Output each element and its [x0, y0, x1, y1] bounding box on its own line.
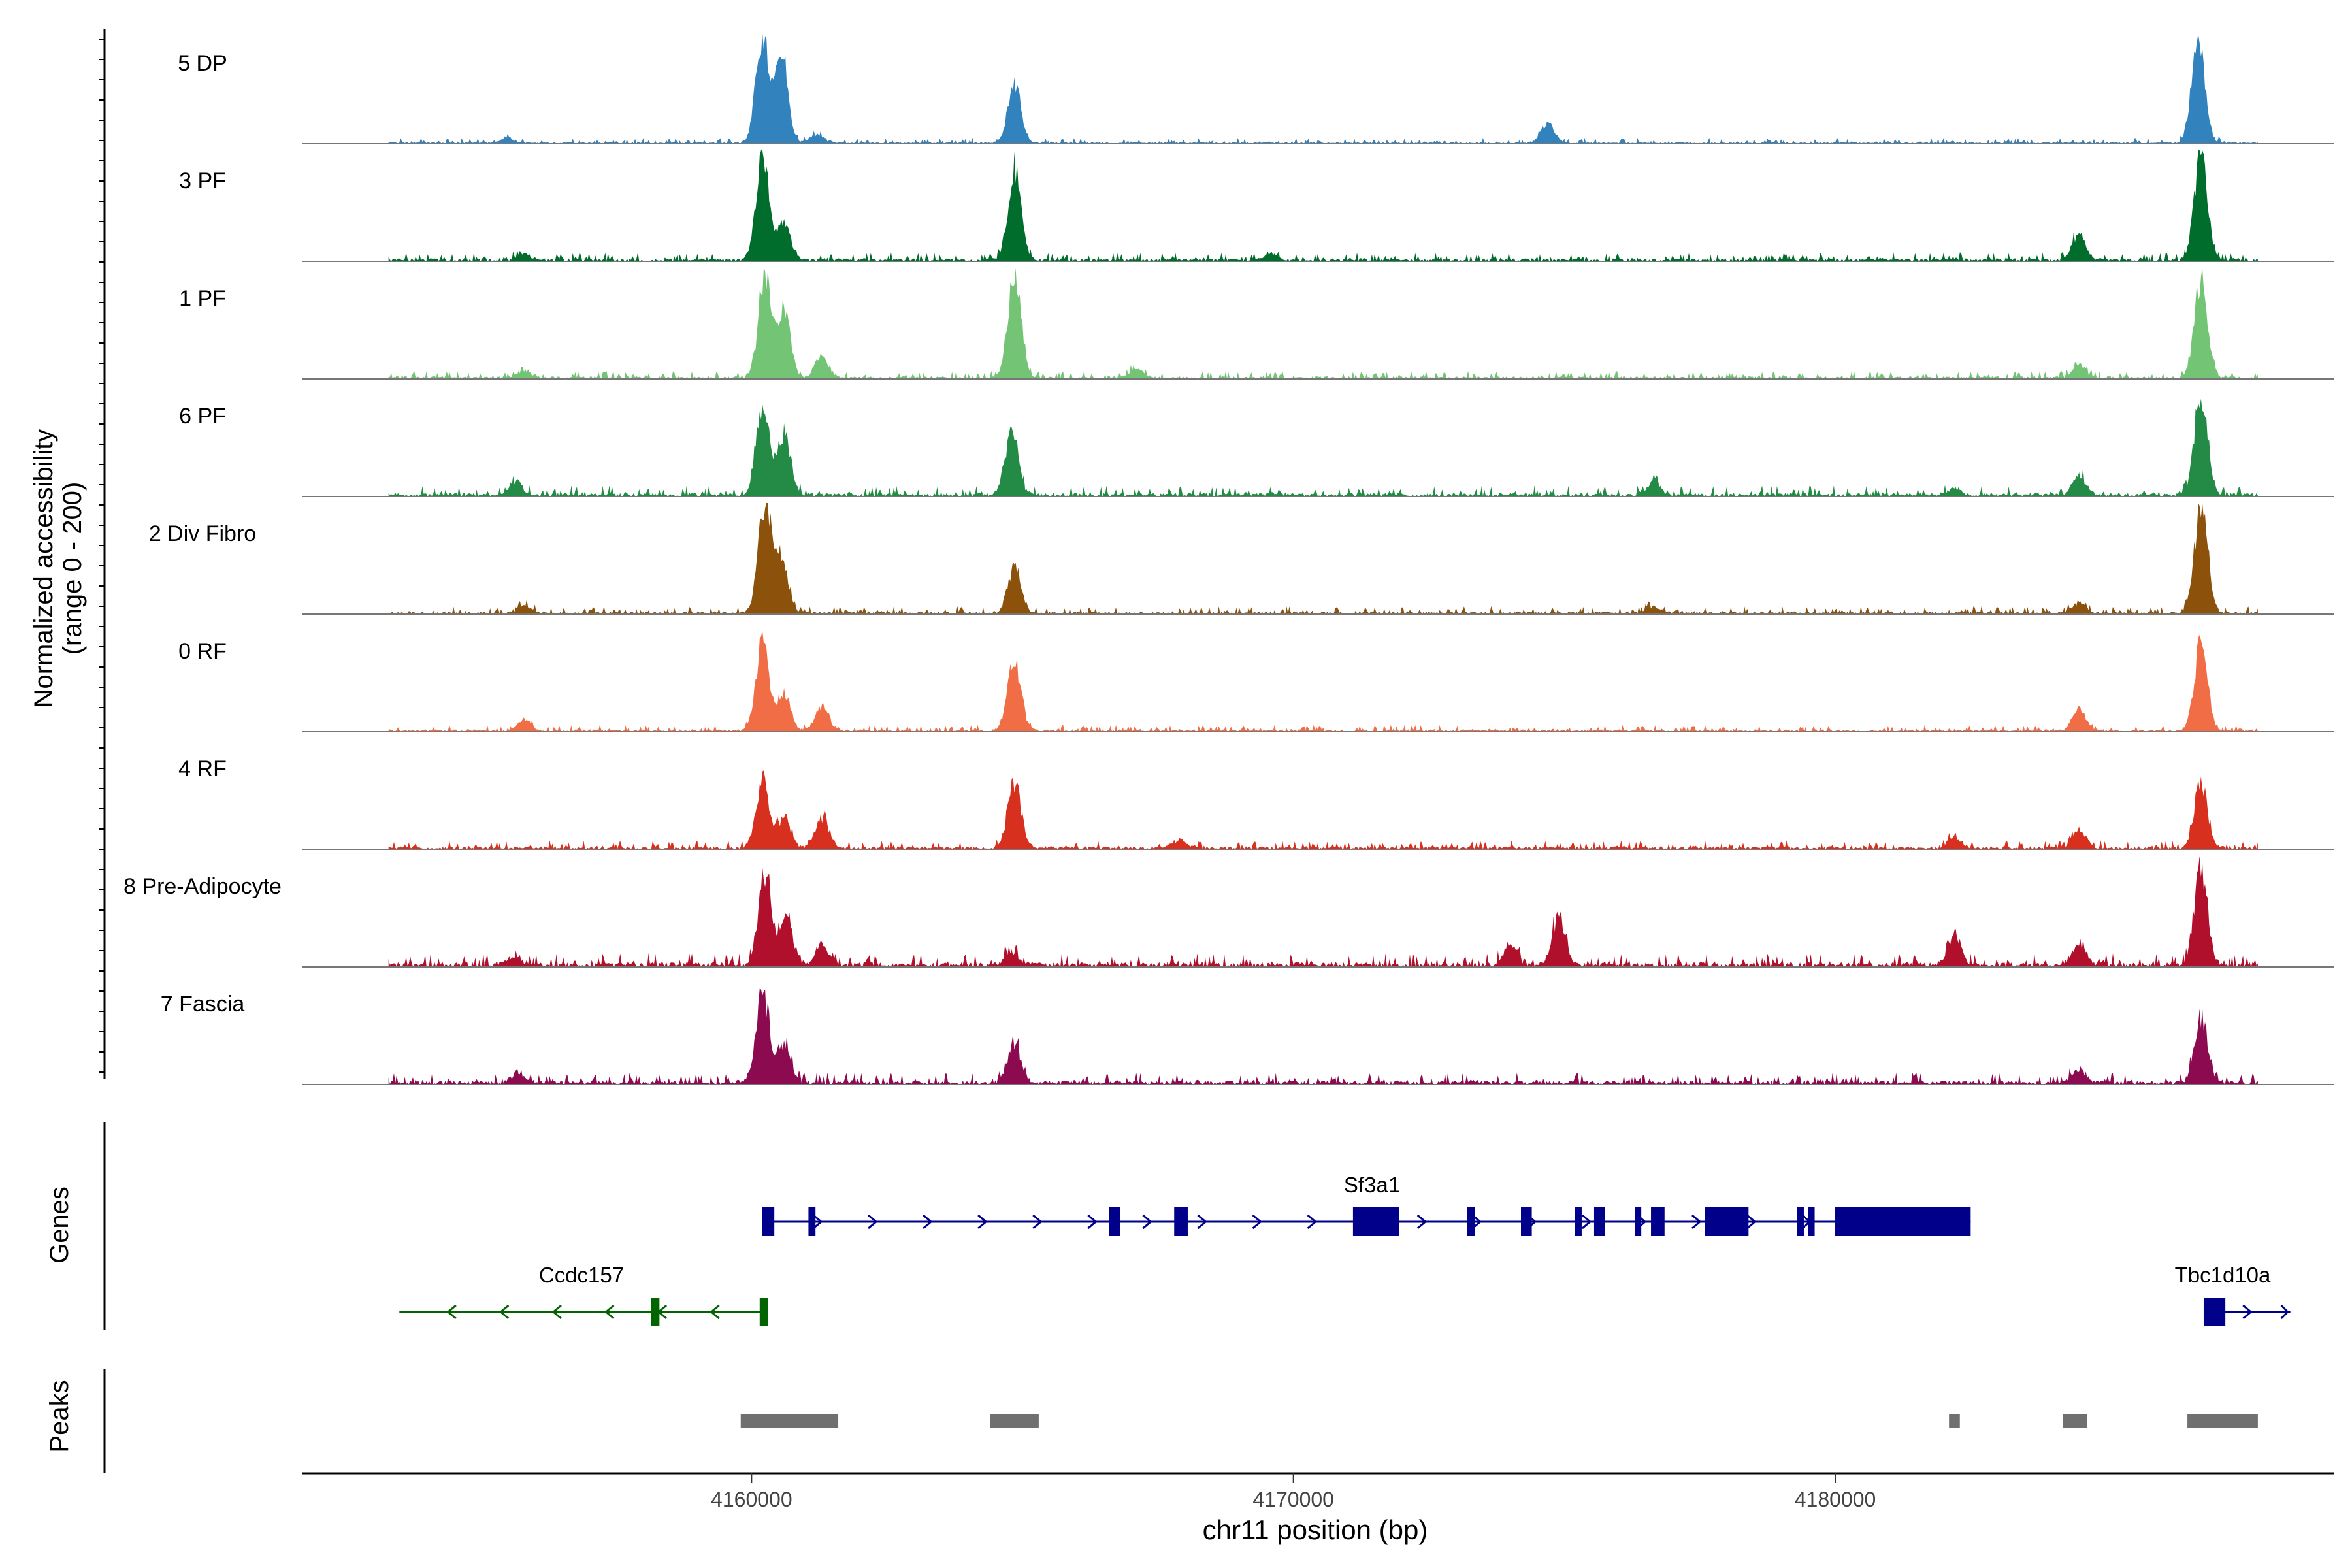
- track-area-5: [388, 630, 2258, 732]
- gene-exon: [808, 1207, 816, 1236]
- track-label: 8 Pre-Adipocyte: [123, 874, 282, 899]
- x-tick-label: 4170000: [1252, 1488, 1334, 1511]
- track-area-6: [388, 770, 2258, 849]
- gene-strand-arrow: [499, 1304, 510, 1320]
- genes-panel-label: Genes: [45, 1186, 74, 1264]
- y-axis-label: Normalized accessibility: [29, 429, 58, 708]
- peak-region: [740, 1414, 839, 1428]
- gene-strand-arrow: [813, 1214, 823, 1230]
- gene-strand-arrow: [977, 1214, 988, 1230]
- axes: Normalized accessibility (range 0 - 200)…: [29, 29, 2334, 1545]
- gene-strand-arrow: [551, 1304, 562, 1320]
- track-area-7: [388, 856, 2258, 967]
- gene-strand-arrow: [2280, 1304, 2289, 1320]
- gene-exon: [1575, 1207, 1582, 1236]
- gene-strand-arrow: [1416, 1214, 1428, 1230]
- track-label: 6 PF: [179, 404, 226, 429]
- track-label: 4 RF: [178, 757, 227, 781]
- track-label: 3 PF: [179, 169, 226, 193]
- track-label: 2 Div Fibro: [149, 521, 256, 546]
- track-area-1: [388, 150, 2258, 261]
- track-area-3: [388, 399, 2258, 497]
- peaks-panel: [740, 1414, 2258, 1428]
- gene-strand-arrow: [1087, 1214, 1098, 1230]
- gene-strand-arrow: [1746, 1214, 1757, 1230]
- gene-exon: [1635, 1207, 1642, 1236]
- gene-label: Tbc1d10a: [2175, 1263, 2271, 1287]
- accessibility-tracks: 5 DP 3 PF 1 PF 6 PF 2 Div Fibro 0 RF 4 RF 8 Pre…: [123, 33, 2334, 1085]
- gene-exon: [759, 1298, 768, 1326]
- x-tick-label: 4180000: [1795, 1488, 1876, 1511]
- gene-strand-arrow: [1307, 1214, 1317, 1230]
- gene-exon: [1109, 1207, 1120, 1236]
- gene-exon: [1521, 1207, 1532, 1236]
- gene-exon: [1835, 1207, 1971, 1236]
- track-label: 0 RF: [178, 639, 227, 664]
- gene-strand-arrow: [1197, 1214, 1207, 1230]
- gene-exon: [1651, 1207, 1665, 1236]
- x-axis-label: chr11 position (bp): [1203, 1514, 1428, 1545]
- gene-exon: [1593, 1207, 1605, 1236]
- gene-annotation-panel: Sf3a1 Ccdc157 Tbc1d10a: [399, 1173, 2291, 1326]
- x-tick-label: 4160000: [711, 1488, 792, 1511]
- peak-region: [2063, 1414, 2087, 1428]
- track-area-8: [388, 988, 2258, 1085]
- track-label: 1 PF: [179, 286, 226, 311]
- gene-strand-arrow: [1471, 1214, 1482, 1230]
- peak-region: [990, 1414, 1039, 1428]
- gene-strand-arrow: [2242, 1304, 2253, 1320]
- gene-label: Ccdc157: [539, 1263, 624, 1287]
- gene-strand-arrow: [1691, 1214, 1702, 1230]
- gene-exon: [1467, 1207, 1475, 1236]
- gene-exon: [762, 1207, 775, 1236]
- gene-strand-arrow: [923, 1214, 933, 1230]
- gene-exon: [1174, 1207, 1188, 1236]
- gene-strand-arrow: [446, 1304, 457, 1320]
- gene-strand-arrow: [1581, 1214, 1592, 1230]
- gene-exon: [1705, 1207, 1749, 1236]
- track-area-0: [388, 33, 2258, 144]
- gene-exon: [1797, 1207, 1804, 1236]
- peak-region: [1949, 1414, 1960, 1428]
- gene-strand-arrow: [1252, 1214, 1262, 1230]
- track-label: 7 Fascia: [161, 992, 245, 1017]
- gene-exon: [1352, 1207, 1399, 1236]
- gene-exon: [651, 1298, 660, 1326]
- gene-strand-arrow: [1142, 1214, 1152, 1230]
- gene-exon: [1808, 1207, 1815, 1236]
- peak-region: [2187, 1414, 2258, 1428]
- gene-strand-arrow: [1032, 1214, 1043, 1230]
- gene-label: Sf3a1: [1344, 1173, 1400, 1197]
- gene-exon: [2203, 1298, 2226, 1326]
- track-area-4: [388, 503, 2258, 614]
- gene-strand-arrow: [604, 1304, 615, 1320]
- gene-strand-arrow: [868, 1214, 878, 1230]
- peaks-panel-label: Peaks: [45, 1380, 74, 1452]
- track-label: 5 DP: [178, 51, 227, 76]
- track-area-2: [388, 268, 2258, 379]
- y-axis-range-label: (range 0 - 200): [58, 482, 87, 655]
- gene-strand-arrow: [710, 1304, 720, 1320]
